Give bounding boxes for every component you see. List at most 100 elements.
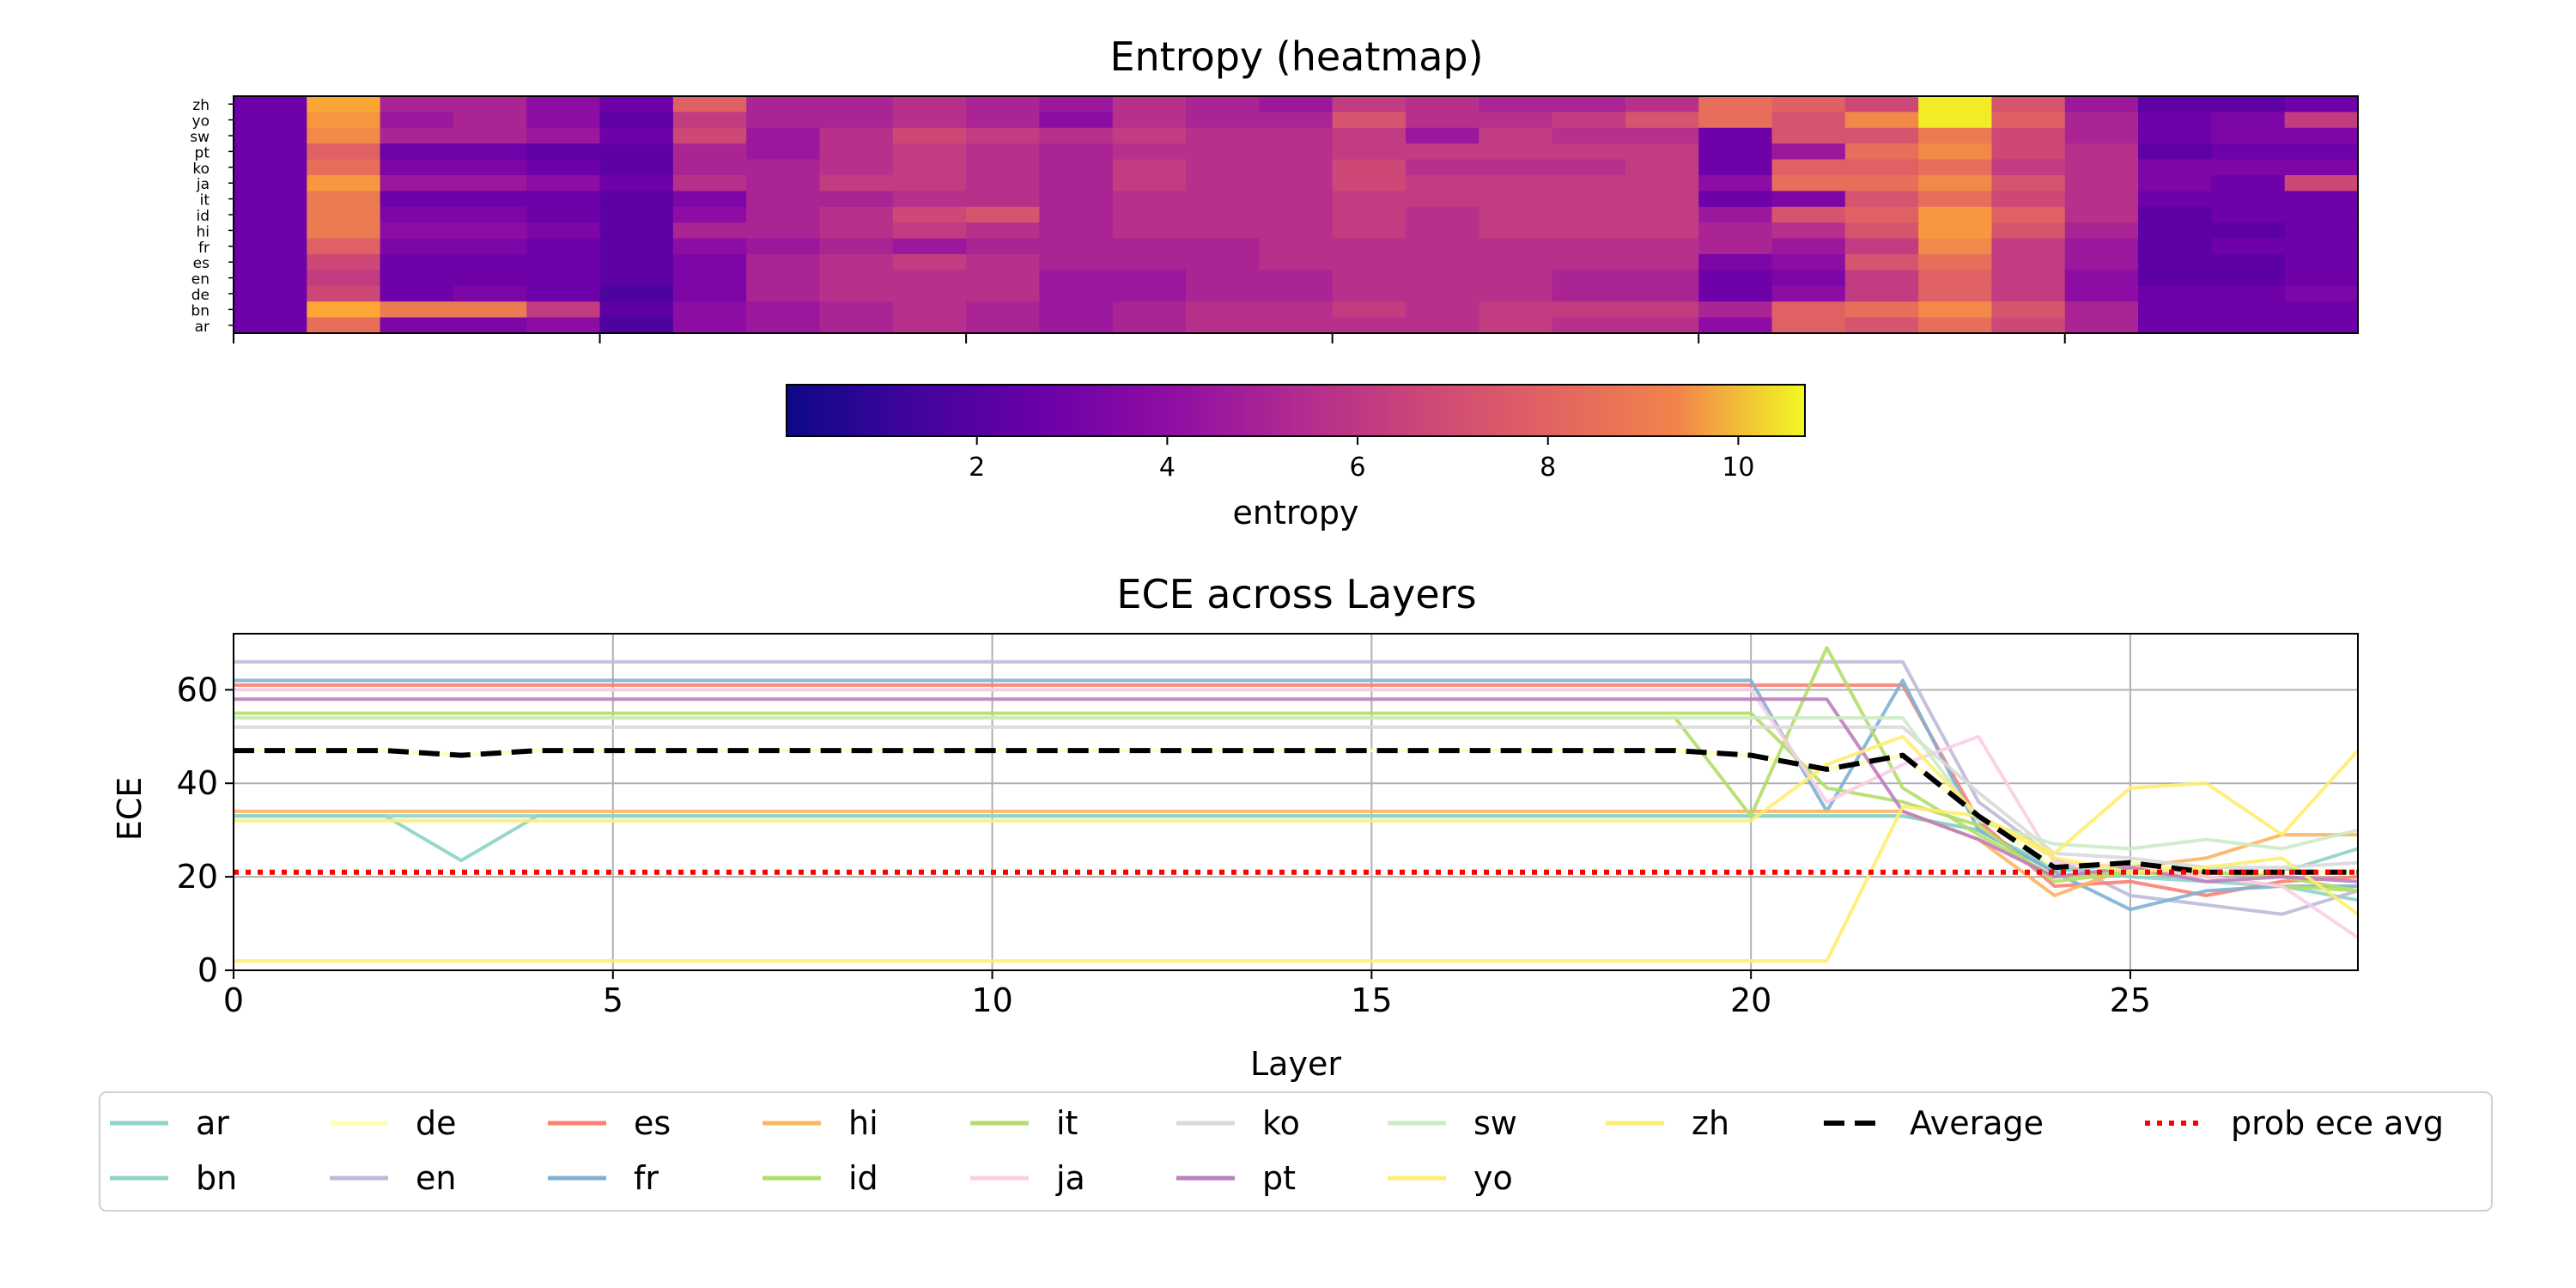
series-line-it bbox=[234, 711, 2359, 893]
heatmap-cell bbox=[2138, 317, 2212, 334]
heatmap-cell bbox=[453, 254, 527, 270]
heatmap-cell bbox=[2064, 206, 2139, 223]
heatmap-cell bbox=[307, 175, 381, 191]
heatmap-row-label: yo bbox=[192, 113, 210, 131]
heatmap-cell bbox=[746, 159, 821, 176]
heatmap-cell bbox=[966, 96, 1041, 112]
heatmap-cell bbox=[1479, 254, 1553, 270]
heatmap-cell bbox=[1844, 206, 1919, 223]
line-chart-series bbox=[234, 646, 2360, 963]
heatmap-cell bbox=[2138, 270, 2212, 287]
heatmap-row-label: pt bbox=[195, 144, 210, 161]
heatmap-cell bbox=[526, 143, 601, 161]
heatmap-cell bbox=[234, 175, 307, 191]
heatmap-cell bbox=[1625, 159, 1699, 176]
heatmap-cell bbox=[1039, 175, 1114, 191]
heatmap-cell bbox=[1112, 285, 1187, 302]
heatmap-cell bbox=[1698, 285, 1773, 302]
legend-label: es bbox=[634, 1104, 671, 1142]
heatmap-cell bbox=[1405, 285, 1479, 302]
legend-label: prob ece avg bbox=[2231, 1104, 2444, 1142]
heatmap-cell bbox=[453, 127, 527, 144]
heatmap-cell bbox=[1625, 317, 1699, 334]
heatmap-cell bbox=[1918, 191, 1993, 208]
heatmap-cell bbox=[1552, 175, 1626, 191]
heatmap-cell bbox=[1112, 254, 1187, 270]
heatmap-cell bbox=[819, 127, 894, 144]
heatmap-cell bbox=[1112, 317, 1187, 334]
heatmap-cell bbox=[1844, 238, 1919, 255]
heatmap-cell bbox=[1625, 127, 1699, 144]
heatmap-cell bbox=[380, 96, 454, 112]
heatmap-cell bbox=[2064, 301, 2139, 319]
heatmap-cell bbox=[2064, 112, 2139, 129]
heatmap-cell bbox=[1039, 191, 1114, 208]
heatmap-row-label: it bbox=[200, 192, 210, 210]
y-tick-label: 0 bbox=[197, 951, 218, 989]
heatmap-cell bbox=[1405, 206, 1479, 223]
heatmap-cell bbox=[234, 301, 307, 319]
heatmap-cell bbox=[1844, 127, 1919, 144]
heatmap-cell bbox=[1112, 270, 1187, 287]
heatmap-cell bbox=[2138, 143, 2212, 161]
heatmap-cell bbox=[672, 285, 747, 302]
heatmap-cell bbox=[892, 112, 967, 129]
heatmap-cell bbox=[1771, 206, 1846, 223]
heatmap-cell bbox=[2211, 317, 2286, 334]
heatmap-cell bbox=[2138, 127, 2212, 144]
heatmap-cell bbox=[453, 159, 527, 176]
heatmap-cell bbox=[2064, 254, 2139, 270]
heatmap-cell bbox=[1991, 270, 2066, 287]
line-panel: ECE across Layers 0 5 10 15 20 25 0 20 40 60 Lay… bbox=[111, 571, 2360, 1083]
heatmap-cell bbox=[2138, 301, 2212, 319]
heatmap-cell bbox=[1698, 206, 1773, 223]
heatmap-cell bbox=[1259, 191, 1334, 208]
heatmap-cell bbox=[1771, 285, 1846, 302]
heatmap-cell bbox=[1259, 175, 1334, 191]
heatmap-cell bbox=[1991, 222, 2066, 240]
heatmap-cell bbox=[1479, 96, 1553, 112]
heatmap-cell bbox=[453, 96, 527, 112]
line-chart-frame bbox=[233, 633, 2359, 971]
heatmap-cell bbox=[453, 143, 527, 161]
heatmap-panel: Entropy (heatmap) zhyoswptkojaitidhifres… bbox=[190, 33, 2359, 343]
heatmap-cell bbox=[892, 159, 967, 176]
heatmap-cell bbox=[307, 270, 381, 287]
heatmap-cell bbox=[453, 301, 527, 319]
heatmap-cell bbox=[1405, 112, 1479, 129]
heatmap-cell bbox=[453, 191, 527, 208]
x-tick-label: 20 bbox=[1730, 981, 1771, 1019]
heatmap-cell bbox=[1844, 285, 1919, 302]
heatmap-cell bbox=[966, 317, 1041, 334]
heatmap-cell bbox=[1479, 112, 1553, 129]
heatmap-cell bbox=[892, 317, 967, 334]
heatmap-cell bbox=[1039, 206, 1114, 223]
colorbar-tick-label: 8 bbox=[1540, 453, 1556, 483]
heatmap-cell bbox=[453, 238, 527, 255]
heatmap-cell bbox=[746, 96, 821, 112]
legend-label: it bbox=[1056, 1104, 1078, 1142]
colorbar-tick-label: 4 bbox=[1159, 453, 1176, 483]
heatmap-cell bbox=[2064, 222, 2139, 240]
heatmap-cell bbox=[307, 238, 381, 255]
heatmap-cell bbox=[1991, 112, 2066, 129]
heatmap-cell bbox=[1552, 112, 1626, 129]
heatmap-cell bbox=[819, 143, 894, 161]
heatmap-cell bbox=[2211, 301, 2286, 319]
heatmap-cell bbox=[966, 191, 1041, 208]
heatmap-cell bbox=[1186, 159, 1260, 176]
heatmap-cell bbox=[2211, 175, 2286, 191]
heatmap-cell bbox=[1771, 96, 1846, 112]
heatmap-cell bbox=[1771, 175, 1846, 191]
heatmap-cell bbox=[819, 191, 894, 208]
heatmap-cell bbox=[380, 191, 454, 208]
heatmap-cell bbox=[1186, 254, 1260, 270]
heatmap-cell bbox=[1186, 301, 1260, 319]
heatmap-cell bbox=[307, 254, 381, 270]
heatmap-cell bbox=[1259, 254, 1334, 270]
heatmap-cell bbox=[892, 254, 967, 270]
heatmap-cell bbox=[672, 254, 747, 270]
heatmap-cell bbox=[307, 206, 381, 223]
heatmap-cell bbox=[2064, 238, 2139, 255]
heatmap-cell bbox=[453, 317, 527, 334]
